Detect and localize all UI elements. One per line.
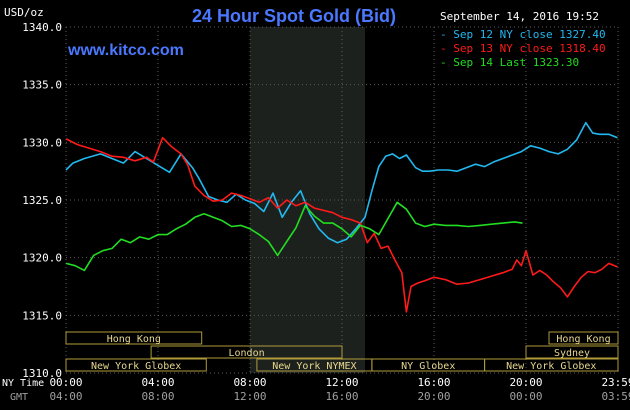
y-axis: 1340.0 1335.0 1330.0 1325.0 1320.0 1315.0 1310…	[22, 21, 62, 380]
y-tick-label: 1335.0	[22, 79, 62, 92]
x-row-label-ny: NY Time	[2, 378, 44, 389]
session-label: Sydney	[554, 348, 590, 359]
y-tick-label: 1315.0	[22, 309, 62, 322]
x-tick-label-ny: 12:00	[325, 376, 358, 389]
session-label: London	[228, 348, 264, 359]
session-box	[65, 358, 207, 372]
session-label: New York Globex	[506, 361, 596, 372]
legend-entry: - Sep 13 NY close 1318.40	[440, 42, 606, 55]
chart-timestamp: September 14, 2016 19:52	[440, 10, 599, 23]
y-tick-label: 1340.0	[22, 21, 62, 34]
session-label: NY Globex	[401, 361, 455, 372]
nymex-session-shading	[250, 27, 365, 373]
session-label: Hong Kong	[556, 334, 610, 345]
legend-entry: - Sep 12 NY close 1327.40	[440, 28, 606, 41]
y-tick-label: 1325.0	[22, 194, 62, 207]
x-tick-label-ny: 08:00	[233, 376, 266, 389]
session-box	[484, 358, 619, 372]
x-tick-label-ny: 04:00	[141, 376, 174, 389]
session-label: New York Globex	[91, 361, 181, 372]
session-box	[525, 345, 619, 359]
session-label: New York NYMEX	[272, 361, 356, 372]
price-line-3	[65, 201, 523, 272]
chart-title: 24 Hour Spot Gold (Bid)	[192, 6, 396, 26]
session-label: Hong Kong	[107, 334, 161, 345]
x-tick-label-gmt: 16:00	[325, 390, 358, 403]
x-tick-label-gmt: 20:00	[417, 390, 450, 403]
legend-entry: - Sep 14 Last 1323.30	[440, 56, 579, 69]
grid-lines	[65, 26, 619, 374]
session-box	[65, 331, 203, 345]
y-tick-label: 1320.0	[22, 252, 62, 265]
x-tick-label-gmt: 04:00	[49, 390, 82, 403]
x-tick-label-gmt: 12:00	[233, 390, 266, 403]
x-tick-label-gmt: 08:00	[141, 390, 174, 403]
price-series	[65, 121, 618, 313]
y-tick-label: 1330.0	[22, 136, 62, 149]
market-sessions: Hong Kong Hong Kong London Sydney New York G…	[65, 331, 619, 372]
x-row-label-gmt: GMT	[10, 392, 28, 403]
price-line-2	[65, 136, 618, 313]
brand-link[interactable]: www.kitco.com	[67, 42, 184, 59]
y-axis-unit-label: USD/oz	[4, 6, 44, 19]
x-tick-label-ny: 20:00	[509, 376, 542, 389]
x-tick-label-ny: 23:59	[601, 376, 630, 389]
legend: - Sep 12 NY close 1327.40- Sep 13 NY clo…	[440, 28, 606, 69]
session-box	[548, 331, 619, 345]
x-tick-label-gmt: 03:59	[601, 390, 630, 403]
x-tick-label-gmt: 00:00	[509, 390, 542, 403]
x-tick-label-ny: 00:00	[49, 376, 82, 389]
x-tick-label-ny: 16:00	[417, 376, 450, 389]
y-tick-label: 1310.0	[22, 367, 62, 380]
session-box	[150, 345, 343, 359]
